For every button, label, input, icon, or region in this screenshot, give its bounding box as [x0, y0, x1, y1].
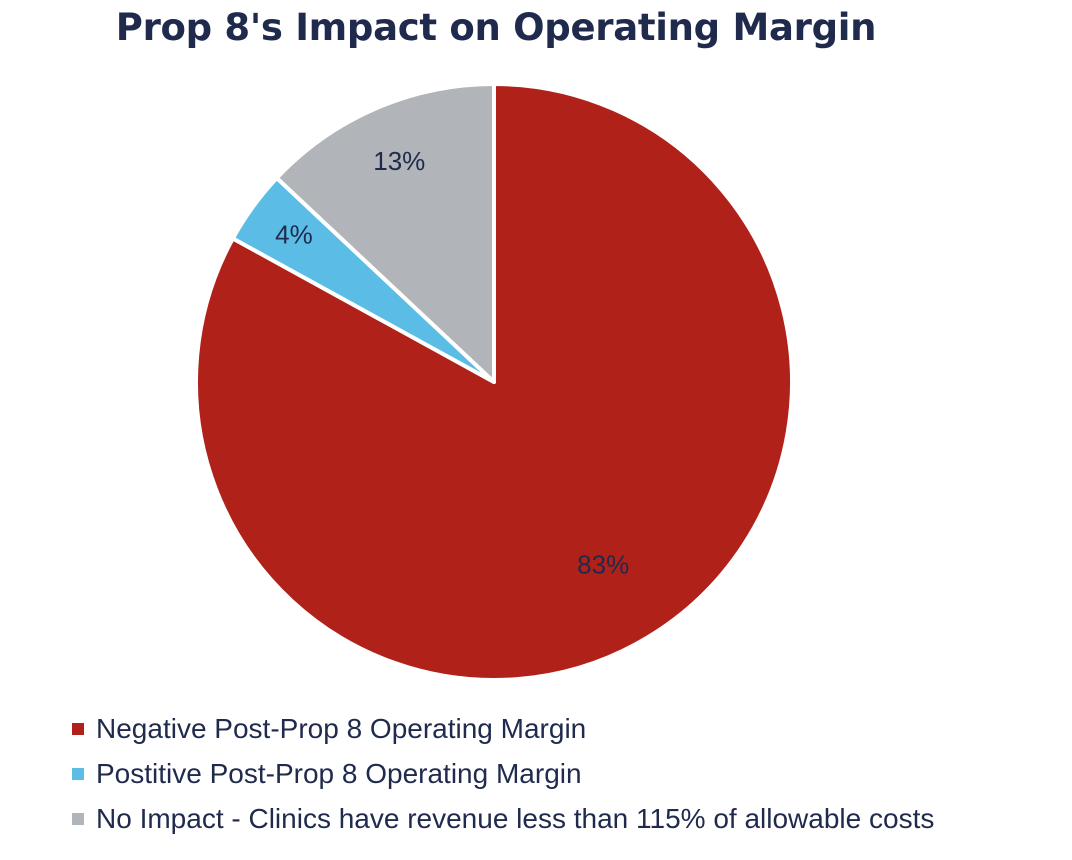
pie-data-labels: 83% 4% 13%: [275, 146, 629, 580]
legend-swatch-negative: [72, 722, 84, 735]
legend-item-positive: Postitive Post-Prop 8 Operating Margin: [72, 751, 934, 796]
legend-item-no-impact: No Impact - Clinics have revenue less th…: [72, 796, 934, 841]
chart-legend: Negative Post-Prop 8 Operating Margin Pos…: [72, 706, 934, 841]
pie-label-negative: 83%: [577, 550, 629, 580]
chart-title: Prop 8's Impact on Operating Margin: [115, 6, 877, 49]
legend-swatch-no-impact: [72, 812, 84, 825]
pie-label-no-impact: 13%: [373, 146, 425, 176]
pie-chart: 83% 4% 13%: [194, 82, 794, 682]
legend-label-negative: Negative Post-Prop 8 Operating Margin: [96, 712, 587, 744]
pie-slices: [194, 82, 794, 682]
pie-label-positive: 4%: [275, 219, 313, 249]
legend-swatch-positive: [72, 767, 84, 780]
legend-label-positive: Postitive Post-Prop 8 Operating Margin: [96, 757, 582, 789]
legend-item-negative: Negative Post-Prop 8 Operating Margin: [72, 706, 934, 751]
legend-label-no-impact: No Impact - Clinics have revenue less th…: [96, 802, 935, 834]
pie-slice-no-impact: [274, 82, 496, 384]
